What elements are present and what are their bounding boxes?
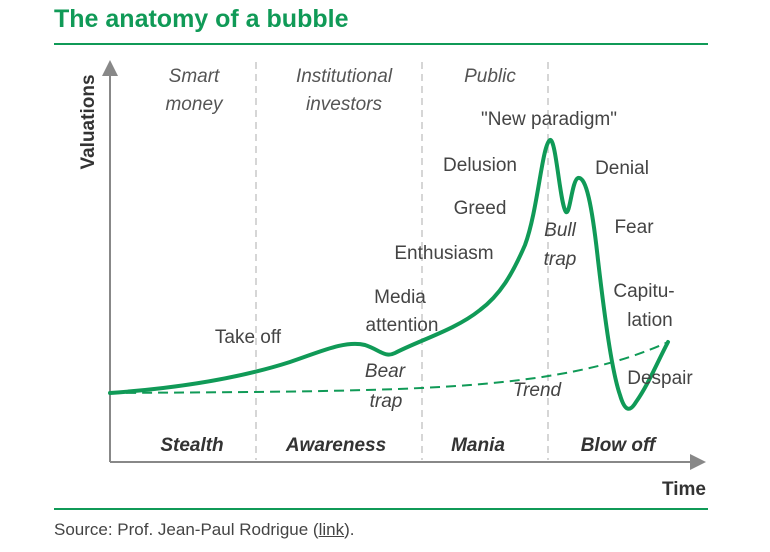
page-title: The anatomy of a bubble [54,5,349,33]
phase-label-awareness: Awareness [285,435,386,456]
phase-label-mania: Mania [451,435,505,456]
x-axis-label: Time [662,479,706,500]
annotation-enthusiasm: Enthusiasm [394,243,493,264]
annotation-attention: attention [366,315,439,336]
annotation-bull-trap: trap [544,249,577,270]
annotation-greed: Greed [454,198,507,219]
annotation-denial: Denial [595,158,649,179]
annotation-take-off: Take off [215,327,282,348]
source-prefix: Source: Prof. Jean-Paul Rodrigue ( [54,520,319,539]
annotation-capitu: Capitu- [613,281,674,302]
source-link[interactable]: link [318,520,345,539]
annotation-bull: Bull [544,220,576,241]
investor-label-investors: investors [306,94,383,115]
annotation-trend: Trend [513,380,563,401]
bubble-curve [108,137,670,411]
investor-label-smart: Smart [169,66,220,87]
annotation-bear: Bear [365,361,406,382]
annotation-new-paradigm: "New paradigm" [481,109,617,130]
annotation-media: Media [374,287,426,308]
source-suffix: ). [344,520,355,539]
investor-label-public: Public [464,66,516,87]
annotation-fear: Fear [614,217,654,238]
annotation-lation: lation [627,310,672,331]
phase-label-blow-off: Blow off [581,435,657,456]
annotation-bear-trap: trap [370,391,403,412]
footer-rule [54,508,708,510]
investor-label-money: money [165,94,224,115]
phase-label-stealth: Stealth [160,435,223,456]
investor-label-institutional: Institutional [296,66,393,87]
title-rule [54,43,708,45]
annotation-despair: Despair [627,368,693,389]
annotation-delusion: Delusion [443,155,517,176]
y-axis-label: Valuations [78,74,99,169]
source-note: Source: Prof. Jean-Paul Rodrigue (link). [54,520,355,540]
